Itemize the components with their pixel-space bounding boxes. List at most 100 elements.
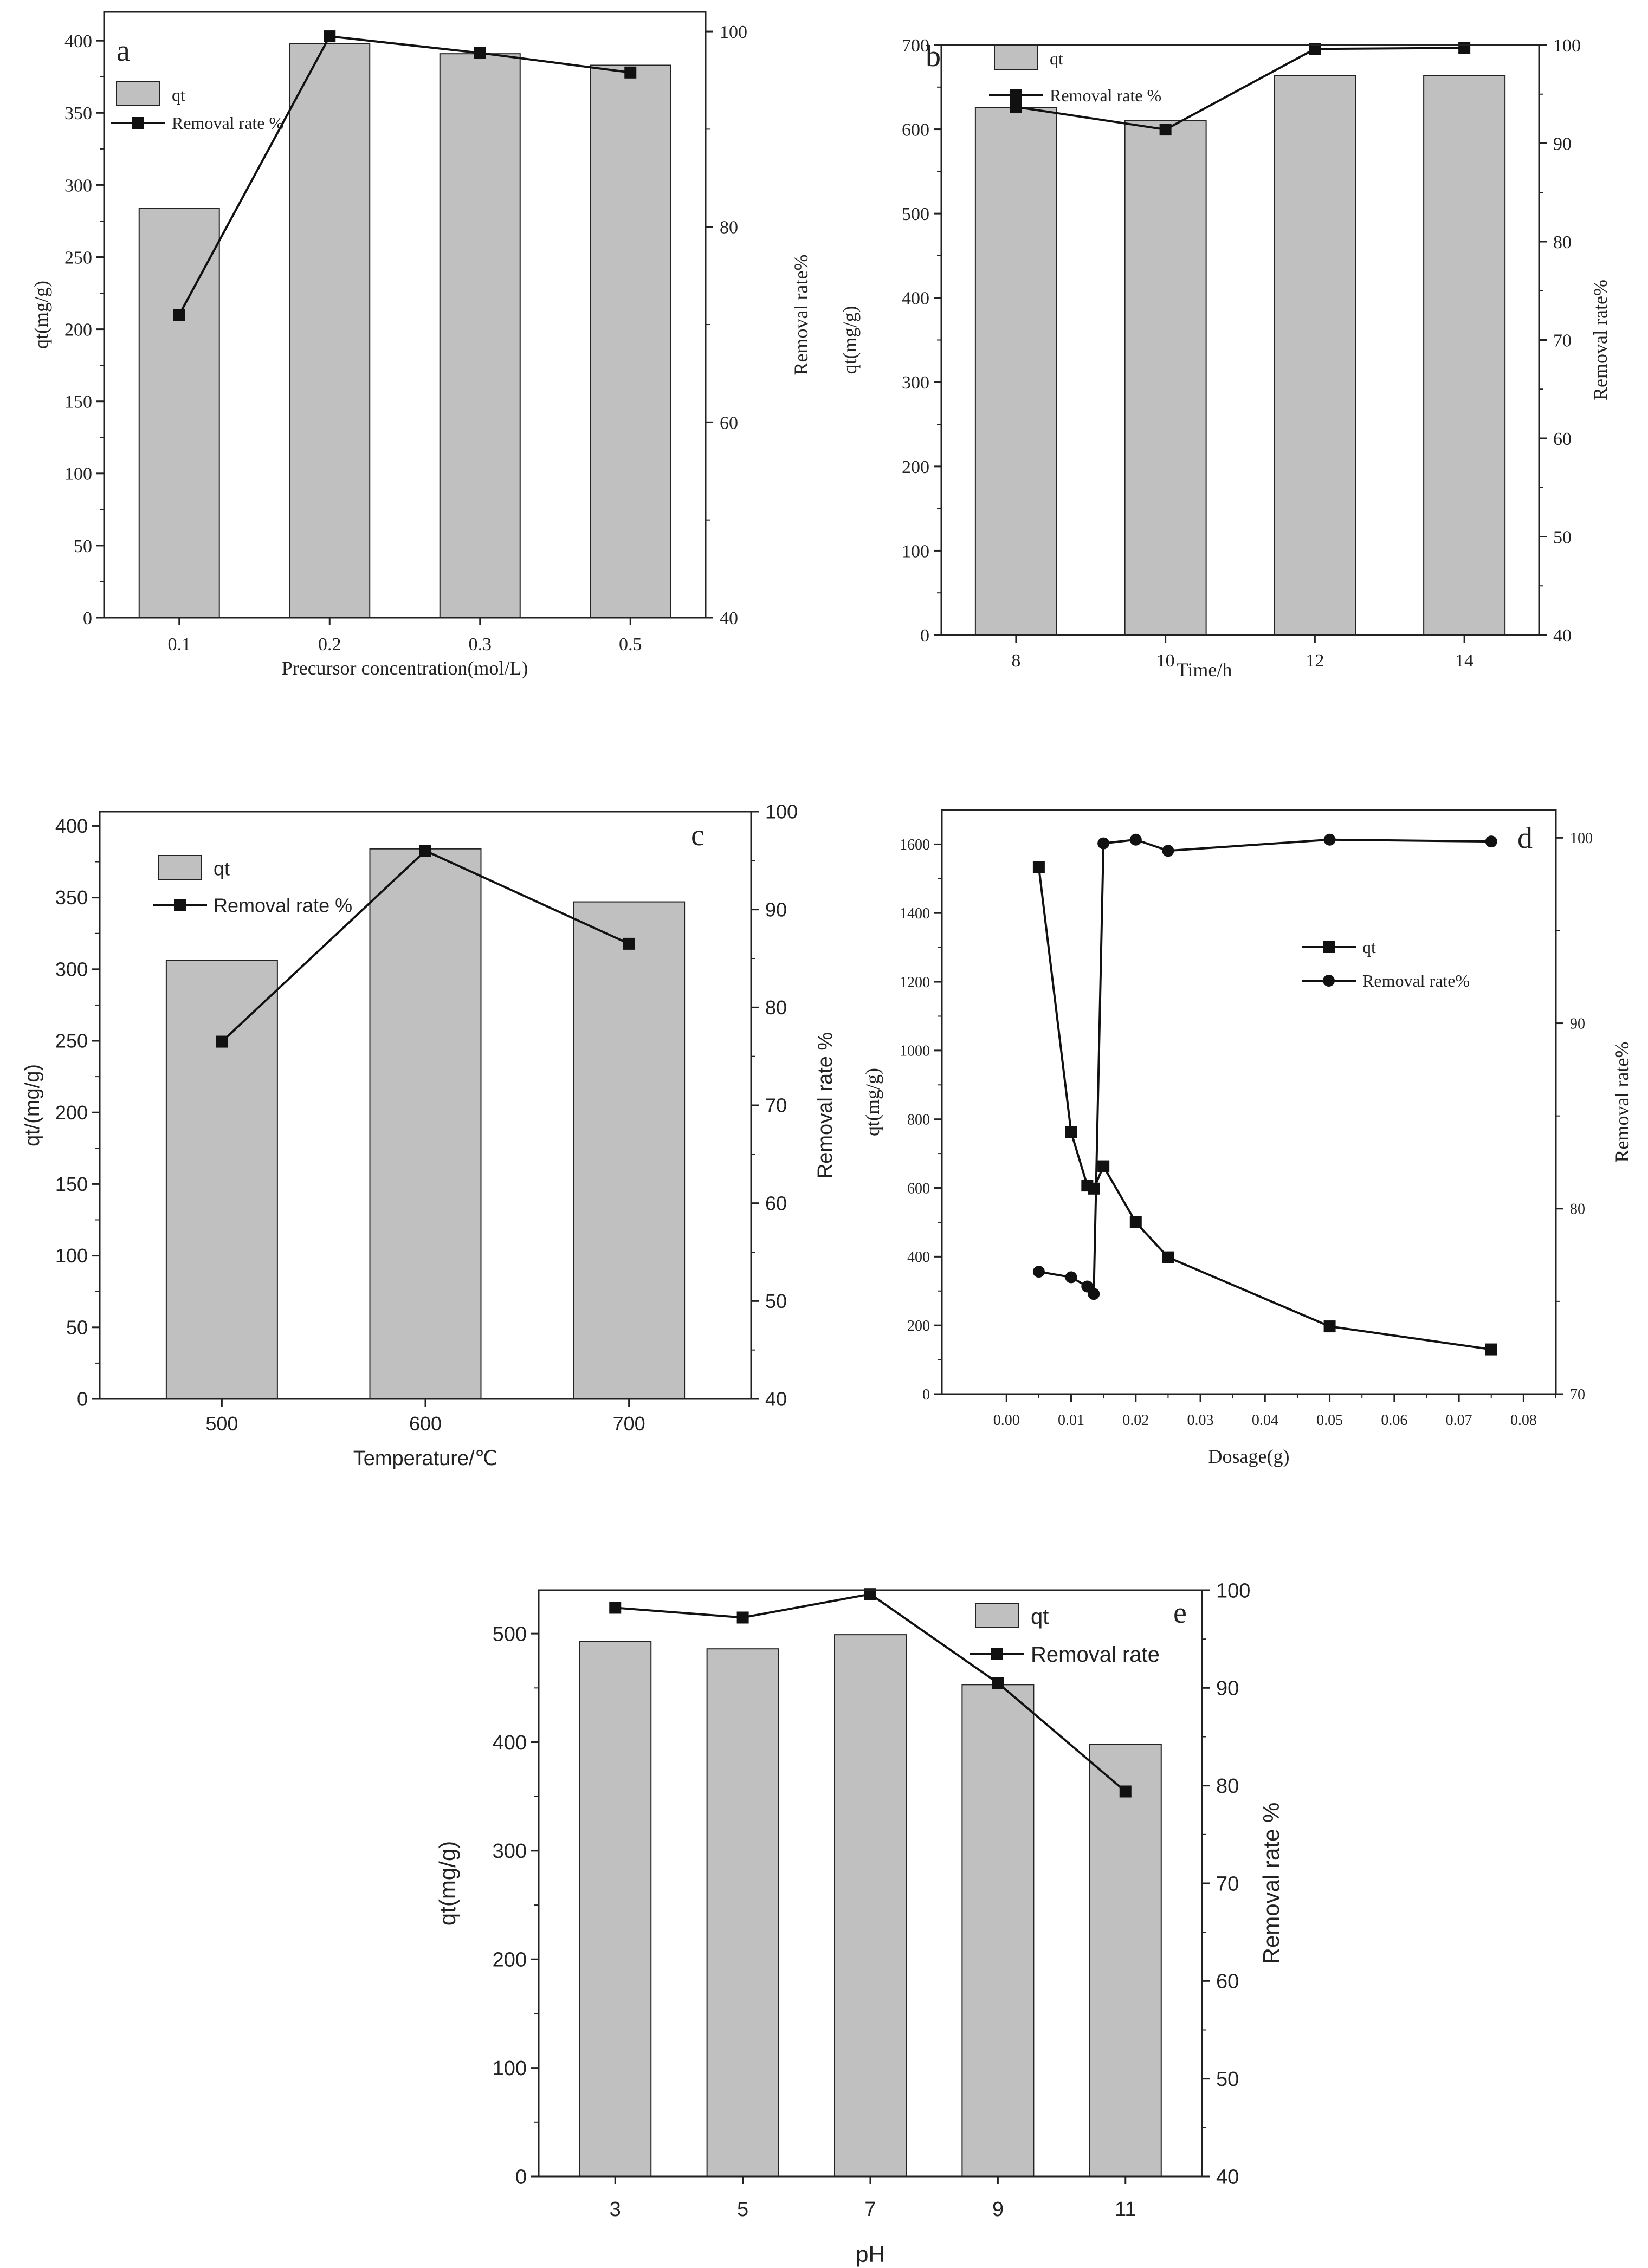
- x-tick-label: 12: [1306, 651, 1324, 671]
- x-tick-label: 11: [1115, 2198, 1136, 2221]
- legend-marker-square: [991, 1648, 1003, 1660]
- x-tick-label: 5: [737, 2198, 748, 2221]
- y2-tick-label: 90: [765, 898, 787, 921]
- data-point-circle: [1129, 833, 1142, 846]
- bar-qt-3: [579, 1641, 652, 2177]
- data-point-circle: [1088, 1288, 1100, 1300]
- y-axis-label: qt(mg/g): [839, 306, 861, 374]
- plot-frame: [103, 11, 707, 619]
- y-tick-label: 0: [83, 608, 92, 628]
- data-point-square: [1088, 1182, 1100, 1195]
- data-point-square: [992, 1677, 1004, 1689]
- y2-tick-label: 100: [765, 801, 798, 823]
- bar-qt-600: [369, 848, 482, 1399]
- y-tick-label: 350: [55, 886, 88, 909]
- chart-panel-b: 0 100 200 300 400 500 600 700 40 50 60 70 80 90 100 8 10…: [839, 36, 1611, 681]
- y2-tick-label: 80: [1216, 1775, 1239, 1798]
- y-tick-label: 150: [64, 392, 92, 412]
- y-tick-label: 100: [902, 541, 929, 561]
- panel-label: c: [691, 819, 705, 852]
- panel-label: b: [926, 40, 941, 73]
- y-tick-label: 400: [493, 1732, 527, 1754]
- y2-tick-label: 90: [1216, 1677, 1239, 1700]
- data-point-square: [324, 30, 336, 43]
- y2-tick-label: 70: [765, 1094, 787, 1117]
- y-tick-label: 200: [55, 1101, 88, 1124]
- y-tick-label: 0: [515, 2166, 527, 2188]
- y2-axis-label: Removal rate %: [1258, 1803, 1284, 1965]
- y-tick-label: 0: [922, 1386, 930, 1403]
- y2-tick-label: 90: [1570, 1015, 1585, 1032]
- y-tick-label: 500: [902, 204, 929, 224]
- y2-tick-label: 70: [1216, 1872, 1239, 1895]
- legend-marker-square: [1323, 941, 1335, 953]
- data-point-square: [1010, 101, 1022, 113]
- data-point-square: [474, 47, 486, 59]
- y-tick-label: 1200: [900, 974, 930, 991]
- y-tick-label: 300: [902, 373, 929, 393]
- bar-qt-0.2: [289, 43, 371, 619]
- y-tick-label: 200: [493, 1949, 527, 1972]
- data-point-square: [1065, 1126, 1077, 1138]
- data-point-square: [1323, 1320, 1336, 1333]
- y2-tick-label: 80: [1570, 1201, 1585, 1218]
- y-tick-label: 300: [493, 1840, 527, 1863]
- y-tick-label: 300: [55, 958, 88, 980]
- chart-panel-c: 0 50 100 150 200 250 300 350 400 40 50 60 70 80 90 100 5…: [21, 801, 837, 1470]
- y-tick-label: 250: [64, 248, 92, 268]
- y2-tick-label: 50: [765, 1290, 787, 1312]
- x-tick-label: 14: [1455, 651, 1473, 671]
- x-axis-label: Temperature/℃: [353, 1447, 498, 1470]
- y2-tick-label: 100: [1570, 830, 1593, 847]
- data-point-circle: [1323, 833, 1336, 846]
- bar-qt-700: [573, 901, 686, 1399]
- panel-label: d: [1517, 821, 1533, 855]
- data-point-circle: [1485, 835, 1497, 848]
- y-axis-label: qt(mg/g): [30, 281, 52, 349]
- legend-marker-square: [174, 899, 186, 911]
- x-tick-label: 10: [1156, 651, 1175, 671]
- y-tick-label: 50: [74, 536, 92, 556]
- y2-tick-label: 50: [1553, 527, 1572, 547]
- y2-tick-label: 80: [720, 218, 738, 238]
- y2-tick-label: 100: [1553, 36, 1581, 56]
- y2-tick-label: 90: [1553, 134, 1572, 154]
- y2-axis-label: Removal rate%: [1589, 280, 1611, 400]
- y-tick-label: 400: [55, 815, 88, 837]
- x-tick-label: 0.07: [1446, 1412, 1472, 1429]
- y-tick-label: 600: [902, 120, 929, 140]
- y-tick-label: 200: [64, 320, 92, 340]
- legend-label: qt: [1050, 49, 1063, 68]
- x-tick-label: 0.08: [1510, 1412, 1537, 1429]
- y-tick-label: 0: [920, 626, 929, 646]
- y2-tick-label: 40: [1216, 2166, 1239, 2188]
- data-point-circle: [1065, 1271, 1077, 1284]
- legend-marker-square: [132, 117, 144, 129]
- y2-tick-label: 70: [1570, 1386, 1585, 1403]
- y-tick-label: 1000: [900, 1043, 930, 1060]
- x-tick-label: 0.06: [1381, 1412, 1407, 1429]
- x-tick-label: 8: [1011, 651, 1020, 671]
- data-point-circle: [1162, 845, 1174, 857]
- y-tick-label: 400: [907, 1249, 930, 1266]
- data-point-square: [1159, 124, 1172, 136]
- data-point-square: [1309, 43, 1321, 55]
- y2-axis-label: Removal rate%: [790, 255, 812, 375]
- chart-panel-e: 0 100 200 300 400 500 40 50 60 70 80 90 100 3 5 7 9 11 pH q…: [435, 1579, 1284, 2267]
- y2-tick-label: 70: [1553, 331, 1572, 351]
- bar-qt-0.1: [138, 208, 220, 618]
- x-axis-label: Precursor concentration(mol/L): [282, 657, 528, 679]
- y-tick-label: 100: [493, 2057, 527, 2080]
- y-tick-label: 200: [907, 1318, 930, 1334]
- x-tick-label: 9: [992, 2198, 1004, 2221]
- y2-tick-label: 100: [720, 22, 747, 42]
- data-point-square: [419, 845, 431, 857]
- x-tick-label: 700: [613, 1412, 645, 1435]
- x-tick-label: 0.03: [1187, 1412, 1214, 1429]
- data-point-square: [173, 309, 185, 321]
- legend-marker-square: [1010, 89, 1022, 101]
- y-axis-label: qt(mg/g): [862, 1068, 883, 1136]
- x-tick-label: 0.04: [1252, 1412, 1278, 1429]
- x-axis-label: pH: [856, 2241, 885, 2267]
